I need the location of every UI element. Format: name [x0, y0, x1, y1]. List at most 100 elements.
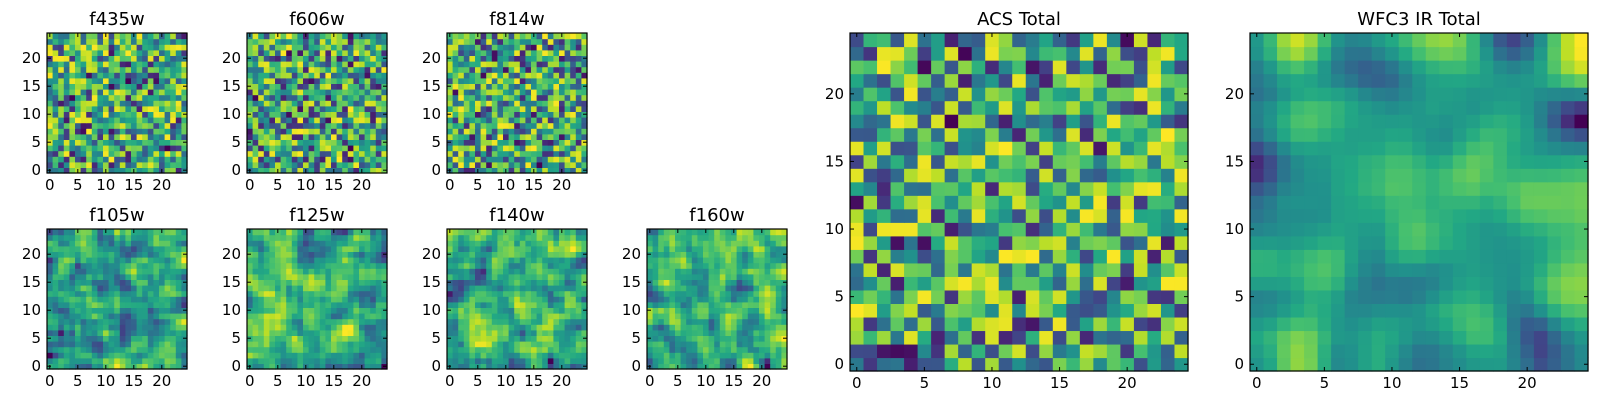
- heatmap-cell: [364, 145, 371, 152]
- heatmap-cell: [1052, 316, 1067, 332]
- heatmap-cell: [342, 133, 349, 140]
- heatmap-cell: [308, 133, 315, 140]
- heatmap-cell: [153, 313, 160, 320]
- heatmap-cell: [136, 161, 143, 168]
- heatmap-cell: [164, 257, 171, 264]
- heatmap-cell: [69, 44, 76, 51]
- heatmap-cell: [536, 122, 543, 129]
- heatmap-cell: [519, 229, 526, 236]
- heatmap-cell: [353, 341, 360, 348]
- heatmap-cell: [542, 234, 549, 241]
- heatmap-cell: [759, 335, 766, 342]
- heatmap-cell: [347, 262, 354, 269]
- heatmap-cell: [759, 245, 766, 252]
- heatmap-cell: [531, 117, 538, 124]
- heatmap-cell: [175, 335, 182, 342]
- heatmap-cell: [525, 290, 532, 297]
- heatmap-cell: [542, 105, 549, 112]
- heatmap-cell: [258, 346, 265, 353]
- heatmap-cell: [359, 117, 366, 124]
- heatmap-cell: [319, 296, 326, 303]
- heatmap-cell: [1133, 235, 1149, 250]
- axes-frame: [646, 228, 788, 370]
- heatmap-cell: [275, 83, 282, 90]
- heatmap-cell: [114, 324, 121, 331]
- heatmap-cell: [347, 100, 354, 107]
- heatmap-cell: [708, 341, 715, 348]
- heatmap-cell: [747, 262, 754, 269]
- heatmap-cell: [452, 61, 459, 68]
- heatmap-cell: [458, 245, 465, 252]
- heatmap-cell: [480, 279, 487, 286]
- heatmap-cell: [469, 234, 476, 241]
- heatmap-cell: [575, 285, 582, 292]
- heatmap-cell: [1133, 195, 1149, 210]
- heatmap-cell: [581, 49, 588, 56]
- heatmap-cell: [331, 100, 338, 107]
- heatmap-cell: [519, 139, 526, 146]
- heatmap-cell: [147, 167, 154, 174]
- heatmap-cell: [91, 89, 98, 96]
- heatmap-cell: [731, 346, 738, 353]
- heatmap-cell: [342, 335, 349, 342]
- heatmap-cell: [525, 133, 532, 140]
- heatmap-cell: [280, 307, 287, 314]
- heatmap-cell: [342, 257, 349, 264]
- heatmap-cell: [525, 38, 532, 45]
- heatmap-cell: [175, 94, 182, 101]
- heatmap-cell: [458, 240, 465, 247]
- heatmap-cell: [1052, 195, 1067, 210]
- heatmap-cell: [247, 72, 254, 79]
- heatmap-cell: [336, 307, 343, 314]
- heatmap-cell: [475, 117, 482, 124]
- heatmap-cell: [581, 133, 588, 140]
- heatmap-cell: [697, 357, 704, 364]
- heatmap-cell: [491, 357, 498, 364]
- heatmap-cell: [1174, 195, 1189, 210]
- heatmap-cell: [364, 290, 371, 297]
- heatmap-cell: [1120, 357, 1135, 372]
- heatmap-cell: [463, 307, 470, 314]
- heatmap-cell: [153, 257, 160, 264]
- heatmap-cell: [86, 245, 93, 252]
- heatmap-cell: [175, 133, 182, 140]
- heatmap-cell: [985, 168, 1000, 183]
- heatmap-cell: [519, 329, 526, 336]
- heatmap-cell: [497, 352, 504, 359]
- heatmap-cell: [781, 341, 788, 348]
- heatmap-cell: [286, 133, 293, 140]
- heatmap-cell: [463, 290, 470, 297]
- heatmap-cell: [258, 229, 265, 236]
- heatmap-cell: [153, 352, 160, 359]
- heatmap-cell: [359, 357, 366, 364]
- heatmap-cell: [359, 161, 366, 168]
- heatmap-cell: [319, 49, 326, 56]
- heatmap-cell: [463, 55, 470, 62]
- heatmap-cell: [770, 268, 777, 275]
- heatmap-cell: [319, 341, 326, 348]
- heatmap-cell: [91, 55, 98, 62]
- heatmap-cell: [680, 357, 687, 364]
- heatmap-cell: [447, 329, 454, 336]
- heatmap-cell: [170, 133, 177, 140]
- heatmap-cell: [58, 313, 65, 320]
- heatmap-cell: [58, 44, 65, 51]
- heatmap-cell: [153, 357, 160, 364]
- heatmap-cell: [452, 55, 459, 62]
- heatmap-cell: [553, 262, 560, 269]
- heatmap-cell: [80, 117, 87, 124]
- heatmap-cell: [658, 279, 665, 286]
- heatmap-cell: [125, 245, 132, 252]
- heatmap-cell: [714, 229, 721, 236]
- heatmap-cell: [742, 301, 749, 308]
- heatmap-cell: [58, 61, 65, 68]
- heatmap-cell: [47, 234, 54, 241]
- heatmap-cell: [775, 324, 782, 331]
- heatmap-cell: [359, 296, 366, 303]
- heatmap-cell: [125, 83, 132, 90]
- heatmap-cell: [503, 83, 510, 90]
- panel-title: f160w: [689, 205, 744, 226]
- heatmap-cell: [503, 161, 510, 168]
- heatmap-cell: [325, 352, 332, 359]
- heatmap-cell: [103, 133, 110, 140]
